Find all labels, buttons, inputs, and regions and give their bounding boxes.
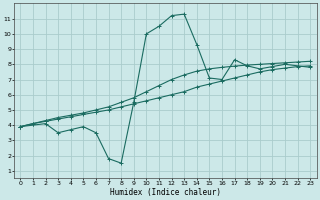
X-axis label: Humidex (Indice chaleur): Humidex (Indice chaleur) (110, 188, 221, 197)
